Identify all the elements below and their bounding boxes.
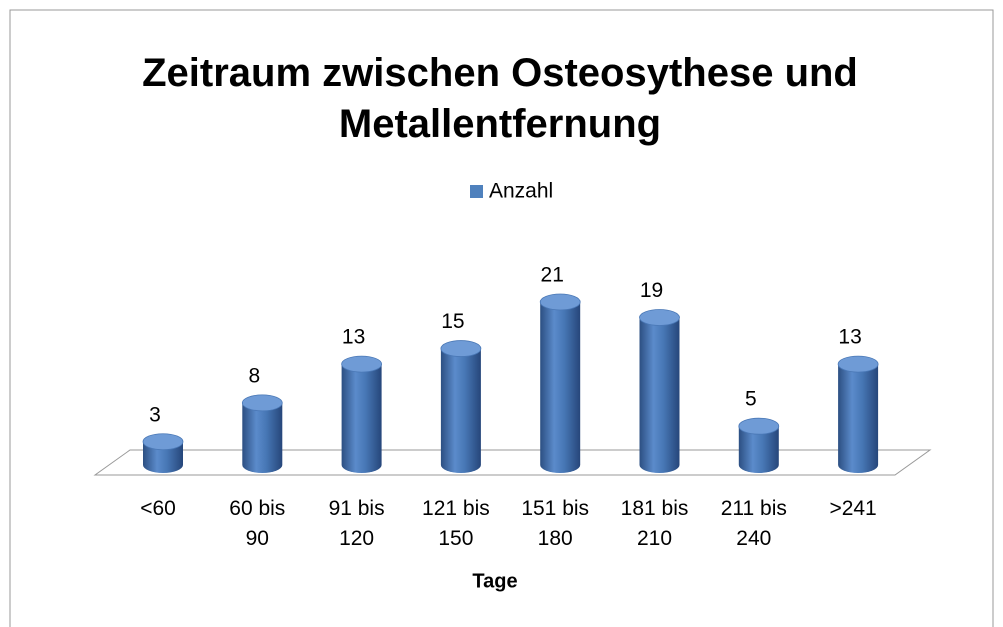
- bar: [838, 356, 879, 473]
- bar: [540, 294, 581, 473]
- x-tick-label: 181 bis 210: [620, 497, 689, 550]
- legend-swatch: [470, 185, 483, 198]
- bar: [639, 309, 680, 473]
- bar-top: [738, 417, 780, 435]
- data-label: 13: [838, 326, 861, 349]
- bar-top: [539, 293, 581, 311]
- bar-top: [639, 309, 680, 326]
- x-tick-label: 151 bis 180: [521, 497, 590, 550]
- bar-top: [241, 394, 283, 412]
- bar-top: [837, 355, 879, 373]
- bar: [440, 340, 481, 473]
- x-axis-title: Tage: [472, 570, 517, 592]
- bar-top: [341, 355, 383, 373]
- x-tick-label: 121 bis 150: [422, 497, 490, 550]
- x-tick-label: <60: [140, 497, 176, 520]
- bar-top: [440, 340, 482, 357]
- chart-border: [9, 9, 994, 627]
- floor: [93, 449, 932, 476]
- bar: [341, 356, 382, 473]
- data-label: 3: [149, 403, 161, 426]
- data-label: 15: [441, 310, 464, 333]
- legend-label: Anzahl: [489, 180, 553, 203]
- bar-top: [142, 433, 184, 451]
- data-label: 21: [541, 264, 564, 287]
- data-label: 8: [248, 364, 260, 387]
- x-tick-label: 211 bis 240: [720, 497, 787, 550]
- x-tick-label: >241: [829, 497, 877, 520]
- bar: [242, 394, 283, 473]
- data-label: 13: [342, 326, 365, 349]
- chart-title: Zeitraum zwischen Osteosythese und Metall…: [142, 51, 858, 146]
- data-label: 19: [640, 279, 663, 302]
- data-label: 5: [745, 388, 757, 411]
- x-tick-label: 91 bis 120: [328, 497, 385, 550]
- x-tick-label: 60 bis 90: [229, 497, 286, 550]
